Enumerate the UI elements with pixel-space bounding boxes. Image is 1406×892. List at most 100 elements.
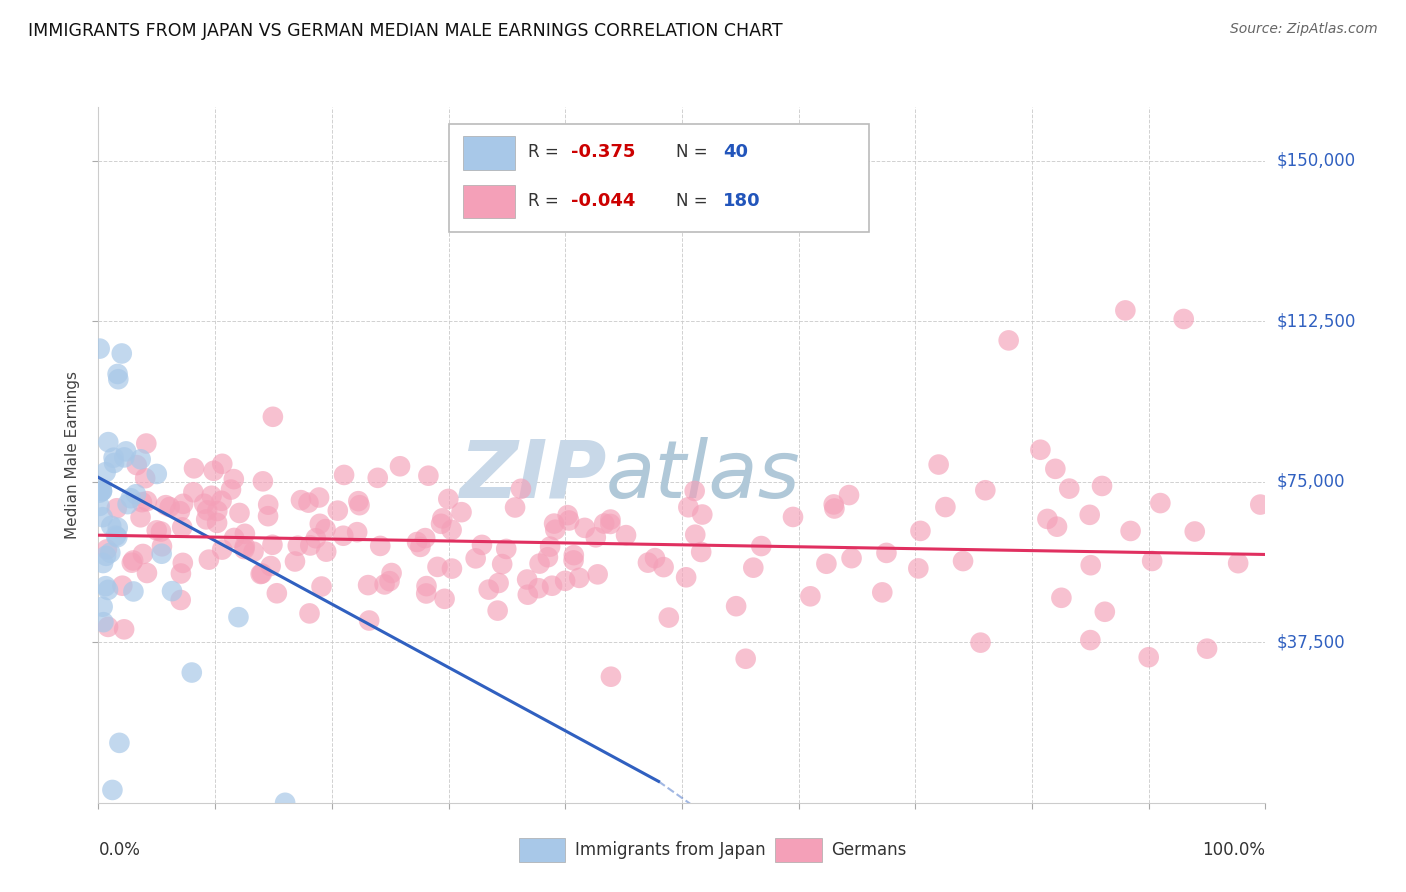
Point [195,503,218,517]
Point [228,610,250,624]
Point [183,461,205,475]
Point [782,510,804,524]
Point [266,586,288,600]
FancyBboxPatch shape [519,838,565,862]
Point [478,582,501,597]
Point [228,506,250,520]
Point [242,544,264,558]
Point [997,334,1019,348]
Point [170,593,193,607]
Text: N =: N = [676,192,713,210]
Point [250,566,273,581]
Point [159,500,181,514]
Point [675,570,697,584]
Point [98,546,121,560]
Point [94,465,117,479]
Text: Immigrants from Japan: Immigrants from Japan [575,841,765,859]
Point [690,508,713,522]
Point [510,482,533,496]
Point [1184,524,1206,539]
Point [799,590,821,604]
Point [332,529,354,543]
Point [333,467,356,482]
Point [368,539,391,553]
Point [538,540,561,554]
Point [952,554,974,568]
Text: -0.375: -0.375 [571,144,636,161]
Point [252,475,274,489]
Point [89,499,111,513]
Point [107,372,129,386]
Point [104,529,127,543]
Point [658,610,681,624]
Text: ZIP: ZIP [458,437,606,515]
Point [172,556,194,570]
Point [91,510,114,524]
Point [125,458,148,472]
Point [734,652,756,666]
Point [488,576,510,591]
Point [131,495,153,509]
Point [211,542,233,557]
Point [262,409,284,424]
Point [969,635,991,649]
Point [367,471,389,485]
Point [121,556,143,570]
Point [838,488,860,502]
Point [101,783,124,797]
Point [1091,479,1114,493]
Point [219,483,242,497]
Point [297,495,319,509]
Point [359,614,381,628]
Point [516,588,538,602]
Point [284,554,307,568]
Point [381,566,404,580]
Point [554,574,576,588]
Point [1080,558,1102,573]
Point [200,489,222,503]
Point [529,557,551,571]
Point [89,342,111,356]
Point [907,561,929,575]
Point [105,530,128,544]
Point [1046,519,1069,533]
Point [725,599,748,614]
Point [111,579,134,593]
Point [103,456,125,470]
Text: Germans: Germans [831,841,907,859]
Point [934,500,956,514]
Point [537,550,560,565]
Text: $150,000: $150,000 [1277,152,1355,169]
Point [125,487,148,501]
FancyBboxPatch shape [463,185,515,219]
Point [1137,650,1160,665]
Point [1045,462,1067,476]
Point [1149,496,1171,510]
Point [440,561,463,575]
Point [1080,633,1102,648]
Point [471,538,494,552]
Point [183,485,205,500]
Point [910,524,932,538]
Point [90,483,112,497]
Point [432,511,454,525]
Point [315,522,337,536]
Point [415,579,437,593]
Point [160,584,183,599]
Point [107,367,129,381]
Point [169,504,191,518]
Point [308,491,330,505]
Point [91,556,114,570]
Text: R =: R = [527,192,564,210]
Point [690,545,713,559]
Point [527,581,550,595]
Point [1078,508,1101,522]
Point [346,525,368,540]
Point [406,535,429,549]
Point [132,547,155,561]
Text: R =: R = [527,144,564,161]
Point [347,494,370,508]
Point [1227,556,1250,570]
Point [974,483,997,498]
Point [433,591,456,606]
